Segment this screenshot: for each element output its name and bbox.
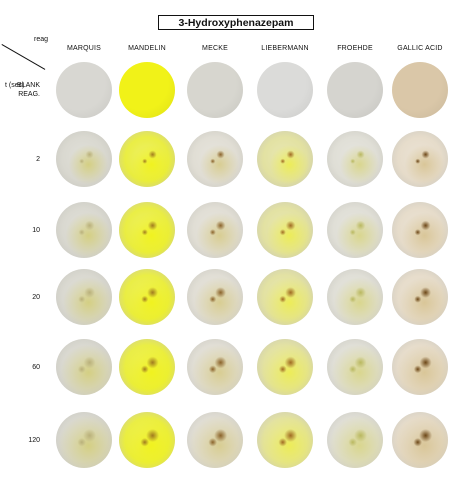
spot-well	[392, 339, 448, 395]
spot-well	[187, 62, 243, 118]
spot-well	[119, 131, 175, 187]
row-label: 120	[28, 436, 40, 444]
spot-well	[187, 412, 243, 468]
spot-well	[392, 131, 448, 187]
spot-well	[327, 202, 383, 258]
spot-well	[119, 62, 175, 118]
page-title: 3-Hydroxyphenazepam	[158, 15, 314, 30]
spot-well	[257, 202, 313, 258]
column-header-mandelin: MANDELIN	[128, 45, 166, 52]
column-header-liebermann: LIEBERMANN	[261, 45, 309, 52]
spot-well	[327, 269, 383, 325]
spot-well	[56, 412, 112, 468]
column-header-gallic-acid: GALLIC ACID	[397, 45, 443, 52]
spot-well	[327, 131, 383, 187]
row-label: 10	[32, 226, 40, 234]
spot-well	[257, 412, 313, 468]
spot-well	[56, 269, 112, 325]
spot-well	[187, 131, 243, 187]
spot-well	[119, 269, 175, 325]
spot-well	[56, 62, 112, 118]
spot-well	[119, 412, 175, 468]
table-corner: reag t (sec)	[0, 28, 56, 89]
spot-well	[119, 339, 175, 395]
spot-well	[257, 269, 313, 325]
column-header-marquis: MARQUIS	[66, 45, 102, 52]
row-label: BLANK REAG.	[17, 82, 40, 98]
time-axis-label: t (sec)	[5, 82, 25, 89]
column-header-mecke: MECKE	[202, 45, 228, 52]
spot-well	[119, 202, 175, 258]
reagent-axis-label: reag	[34, 36, 49, 43]
spot-well	[392, 269, 448, 325]
corner-divider	[1, 44, 46, 70]
spot-well	[327, 339, 383, 395]
spot-well	[187, 202, 243, 258]
spot-well	[187, 339, 243, 395]
row-label: 60	[32, 363, 40, 371]
row-label: 20	[32, 293, 40, 301]
spot-well	[257, 131, 313, 187]
spot-well	[56, 131, 112, 187]
spot-well	[257, 339, 313, 395]
spot-well	[327, 62, 383, 118]
spot-well	[327, 412, 383, 468]
spot-well	[187, 269, 243, 325]
spot-well	[56, 202, 112, 258]
spot-well	[392, 412, 448, 468]
row-label: 2	[36, 155, 40, 163]
column-header-froehde: FROEHDE	[337, 45, 373, 52]
spot-well	[257, 62, 313, 118]
spot-well	[392, 62, 448, 118]
spot-well	[56, 339, 112, 395]
spot-well	[392, 202, 448, 258]
